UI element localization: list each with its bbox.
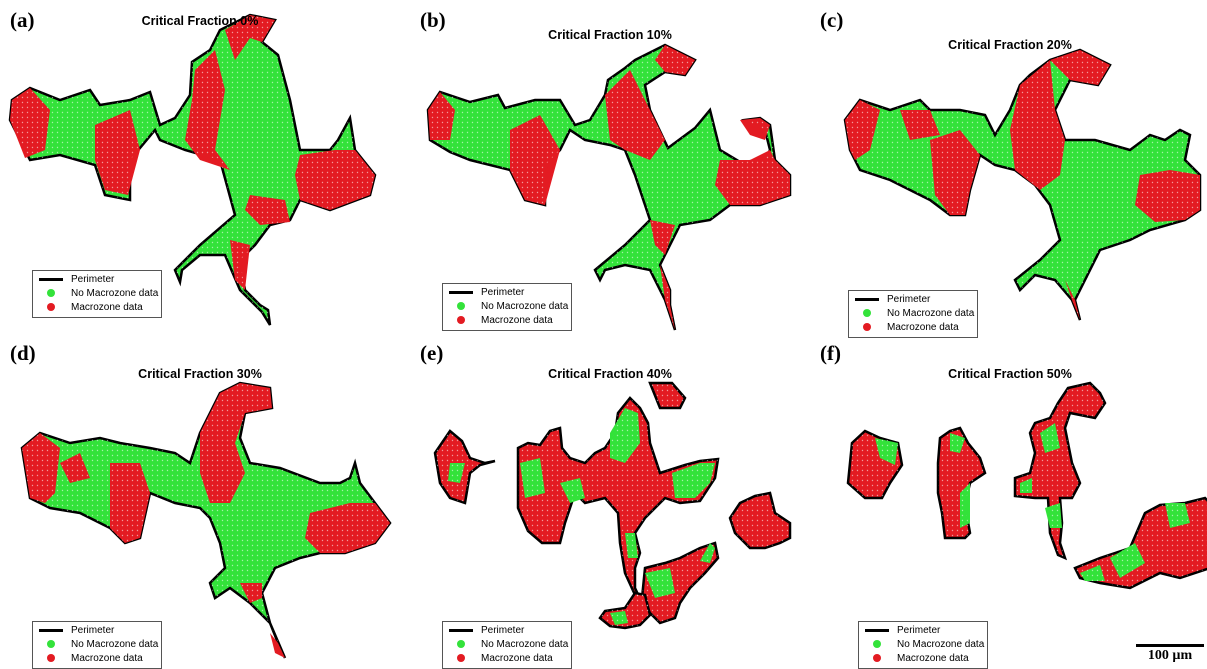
grain-region (10, 15, 375, 325)
grain-map-d (20, 381, 392, 659)
macrozone-patch (270, 633, 285, 658)
panel-d: (d) Critical Fraction 30% Perimeter No M… (0, 333, 400, 669)
legend-item-perimeter: Perimeter (447, 286, 524, 299)
legend-item-perimeter: Perimeter (853, 293, 930, 306)
grain-map-b (426, 43, 792, 331)
red-dot-icon (37, 301, 65, 314)
grain-region (22, 383, 390, 658)
panel-letter: (e) (420, 341, 444, 365)
grain-region (1075, 498, 1207, 588)
scale-bar (1136, 644, 1204, 647)
green-dot-icon (863, 638, 891, 651)
point-grid-overlay (428, 45, 790, 330)
panel-title: Critical Fraction 50% (948, 367, 1072, 381)
legend-item-perimeter: Perimeter (863, 624, 940, 637)
legend-item-perimeter: Perimeter (37, 624, 114, 637)
panel-letter: (d) (10, 341, 36, 365)
perimeter-line-icon (447, 624, 475, 637)
green-dot-icon (447, 300, 475, 313)
red-dot-icon (447, 314, 475, 327)
panel-c: (c) Critical Fraction 20% Perimeter No M… (810, 0, 1207, 338)
legend-item-no-macrozone: No Macrozone data (447, 300, 568, 313)
legend-item-macrozone: Macrozone data (447, 652, 553, 665)
scale-bar-label: 100 µm (1147, 648, 1193, 663)
grain-map-c (843, 48, 1202, 321)
grain-map-f (846, 381, 1207, 590)
grain-region (1015, 383, 1105, 558)
perimeter-line-icon (37, 273, 65, 286)
legend-item-macrozone: Macrozone data (853, 321, 959, 334)
grain-region (845, 50, 1200, 320)
legend: Perimeter No Macrozone data Macrozone da… (848, 290, 978, 338)
panel-title: Critical Fraction 30% (138, 367, 262, 381)
legend: Perimeter No Macrozone data Macrozone da… (442, 621, 572, 669)
panel-letter: (c) (820, 8, 844, 32)
legend: Perimeter No Macrozone data Macrozone da… (442, 283, 572, 331)
panel-letter: (f) (820, 341, 841, 365)
legend-item-macrozone: Macrozone data (37, 652, 143, 665)
panel-b: (b) Critical Fraction 10% Perimeter No M… (410, 0, 810, 333)
legend-item-no-macrozone: No Macrozone data (853, 307, 974, 320)
grain-region (518, 398, 718, 603)
point-grid-overlay (22, 383, 390, 658)
legend-item-no-macrozone: No Macrozone data (447, 638, 568, 651)
point-grid-overlay (845, 50, 1200, 320)
grain-region (730, 493, 790, 548)
grain-region (848, 431, 902, 498)
grain-region (938, 428, 985, 538)
legend: Perimeter No Macrozone data Macrozone da… (32, 270, 162, 318)
panel-f: (f) Critical Fraction 50% Perimeter No M… (810, 333, 1207, 669)
green-dot-icon (37, 287, 65, 300)
grain-region (428, 45, 790, 330)
panel-e: (e) Critical Fraction 40% Perimeter No M… (410, 333, 810, 669)
grain-map-e (433, 381, 792, 630)
point-grid-overlay (848, 383, 1207, 588)
red-dot-icon (37, 652, 65, 665)
legend: Perimeter No Macrozone data Macrozone da… (32, 621, 162, 669)
point-grid-overlay (10, 15, 375, 325)
grain-region (600, 593, 650, 628)
grain-region (650, 383, 685, 408)
legend-item-macrozone: Macrozone data (37, 301, 143, 314)
grain-region (642, 543, 718, 623)
perimeter-line-icon (37, 624, 65, 637)
legend-item-macrozone: Macrozone data (863, 652, 969, 665)
panel-title: Critical Fraction 20% (948, 38, 1072, 52)
legend-item-perimeter: Perimeter (447, 624, 524, 637)
panel-a: (a) Critical Fraction 0% Perimeter No Ma… (0, 0, 400, 333)
perimeter-line-icon (853, 293, 881, 306)
legend-item-no-macrozone: No Macrozone data (863, 638, 984, 651)
legend-item-no-macrozone: No Macrozone data (37, 287, 158, 300)
grain-map-a (8, 13, 377, 326)
perimeter-line-icon (863, 624, 891, 637)
green-dot-icon (447, 638, 475, 651)
red-dot-icon (447, 652, 475, 665)
legend-item-macrozone: Macrozone data (447, 314, 553, 327)
grain-region (435, 431, 495, 503)
legend-item-no-macrozone: No Macrozone data (37, 638, 158, 651)
green-dot-icon (37, 638, 65, 651)
red-dot-icon (863, 652, 891, 665)
panel-letter: (b) (420, 8, 446, 32)
legend: Perimeter No Macrozone data Macrozone da… (858, 621, 988, 669)
perimeter-line-icon (447, 286, 475, 299)
point-grid-overlay (435, 383, 790, 628)
red-dot-icon (853, 321, 881, 334)
panel-title: Critical Fraction 10% (548, 28, 672, 42)
panel-letter: (a) (10, 8, 35, 32)
legend-item-perimeter: Perimeter (37, 273, 114, 286)
green-dot-icon (853, 307, 881, 320)
panel-title: Critical Fraction 0% (141, 14, 259, 28)
panel-title: Critical Fraction 40% (548, 367, 672, 381)
